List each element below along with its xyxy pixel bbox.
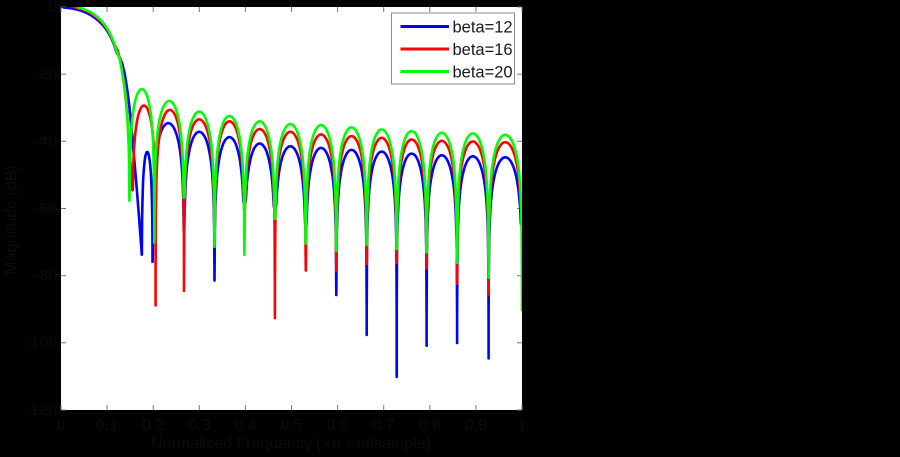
svg-text:0.1: 0.1 — [96, 417, 118, 434]
svg-text:beta=20: beta=20 — [453, 64, 513, 82]
svg-text:0.4: 0.4 — [234, 417, 256, 434]
svg-text:-60: -60 — [34, 201, 57, 218]
svg-text:beta=16: beta=16 — [453, 41, 513, 59]
svg-text:0.7: 0.7 — [373, 417, 395, 434]
svg-text:0.5: 0.5 — [280, 417, 302, 434]
svg-text:beta=12: beta=12 — [453, 19, 513, 37]
svg-text:-120: -120 — [25, 402, 57, 419]
svg-text:0.9: 0.9 — [465, 417, 487, 434]
svg-text:1: 1 — [518, 417, 527, 434]
svg-text:Normalized Frequency (×π rad/: Normalized Frequency (×π rad/sample) — [151, 436, 431, 453]
svg-text:0.6: 0.6 — [326, 417, 348, 434]
svg-text:-20: -20 — [34, 66, 57, 83]
svg-text:-100: -100 — [25, 335, 57, 352]
svg-text:0.2: 0.2 — [142, 417, 164, 434]
svg-text:0.3: 0.3 — [188, 417, 210, 434]
svg-text:0.8: 0.8 — [419, 417, 441, 434]
svg-text:0: 0 — [48, 0, 57, 16]
svg-text:-40: -40 — [34, 133, 57, 150]
svg-text:0: 0 — [57, 417, 66, 434]
svg-text:-80: -80 — [34, 268, 57, 285]
svg-text:Magnitude (dB): Magnitude (dB) — [3, 165, 20, 274]
